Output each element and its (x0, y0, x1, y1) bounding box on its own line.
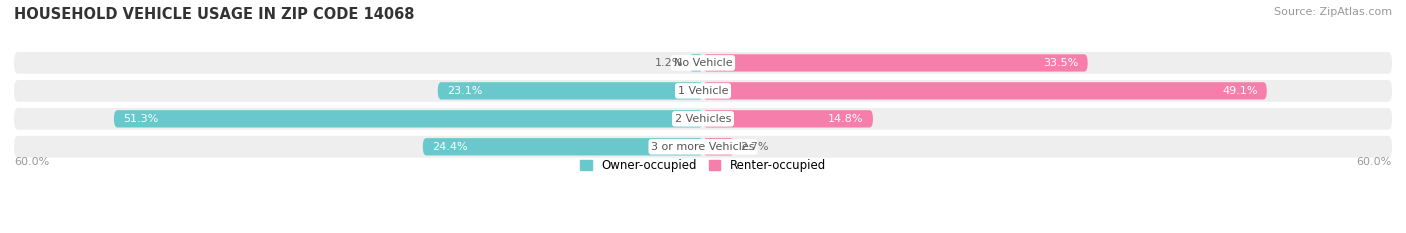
FancyBboxPatch shape (689, 54, 703, 72)
FancyBboxPatch shape (14, 108, 1392, 130)
Text: 33.5%: 33.5% (1043, 58, 1078, 68)
Text: 1.2%: 1.2% (655, 58, 683, 68)
Text: 60.0%: 60.0% (14, 157, 49, 167)
FancyBboxPatch shape (703, 82, 1267, 99)
FancyBboxPatch shape (14, 80, 1392, 102)
Text: No Vehicle: No Vehicle (673, 58, 733, 68)
FancyBboxPatch shape (703, 54, 1088, 72)
Text: HOUSEHOLD VEHICLE USAGE IN ZIP CODE 14068: HOUSEHOLD VEHICLE USAGE IN ZIP CODE 1406… (14, 7, 415, 22)
FancyBboxPatch shape (437, 82, 703, 99)
FancyBboxPatch shape (14, 52, 1392, 74)
FancyBboxPatch shape (703, 110, 873, 127)
Legend: Owner-occupied, Renter-occupied: Owner-occupied, Renter-occupied (579, 159, 827, 172)
Text: 60.0%: 60.0% (1357, 157, 1392, 167)
FancyBboxPatch shape (423, 138, 703, 155)
Text: 24.4%: 24.4% (432, 142, 468, 152)
Text: 51.3%: 51.3% (124, 114, 159, 124)
FancyBboxPatch shape (114, 110, 703, 127)
Text: 2.7%: 2.7% (740, 142, 768, 152)
Text: Source: ZipAtlas.com: Source: ZipAtlas.com (1274, 7, 1392, 17)
Text: 23.1%: 23.1% (447, 86, 482, 96)
Text: 2 Vehicles: 2 Vehicles (675, 114, 731, 124)
FancyBboxPatch shape (14, 136, 1392, 158)
Text: 1 Vehicle: 1 Vehicle (678, 86, 728, 96)
Text: 49.1%: 49.1% (1222, 86, 1257, 96)
Text: 14.8%: 14.8% (828, 114, 863, 124)
FancyBboxPatch shape (703, 138, 734, 155)
Text: 3 or more Vehicles: 3 or more Vehicles (651, 142, 755, 152)
